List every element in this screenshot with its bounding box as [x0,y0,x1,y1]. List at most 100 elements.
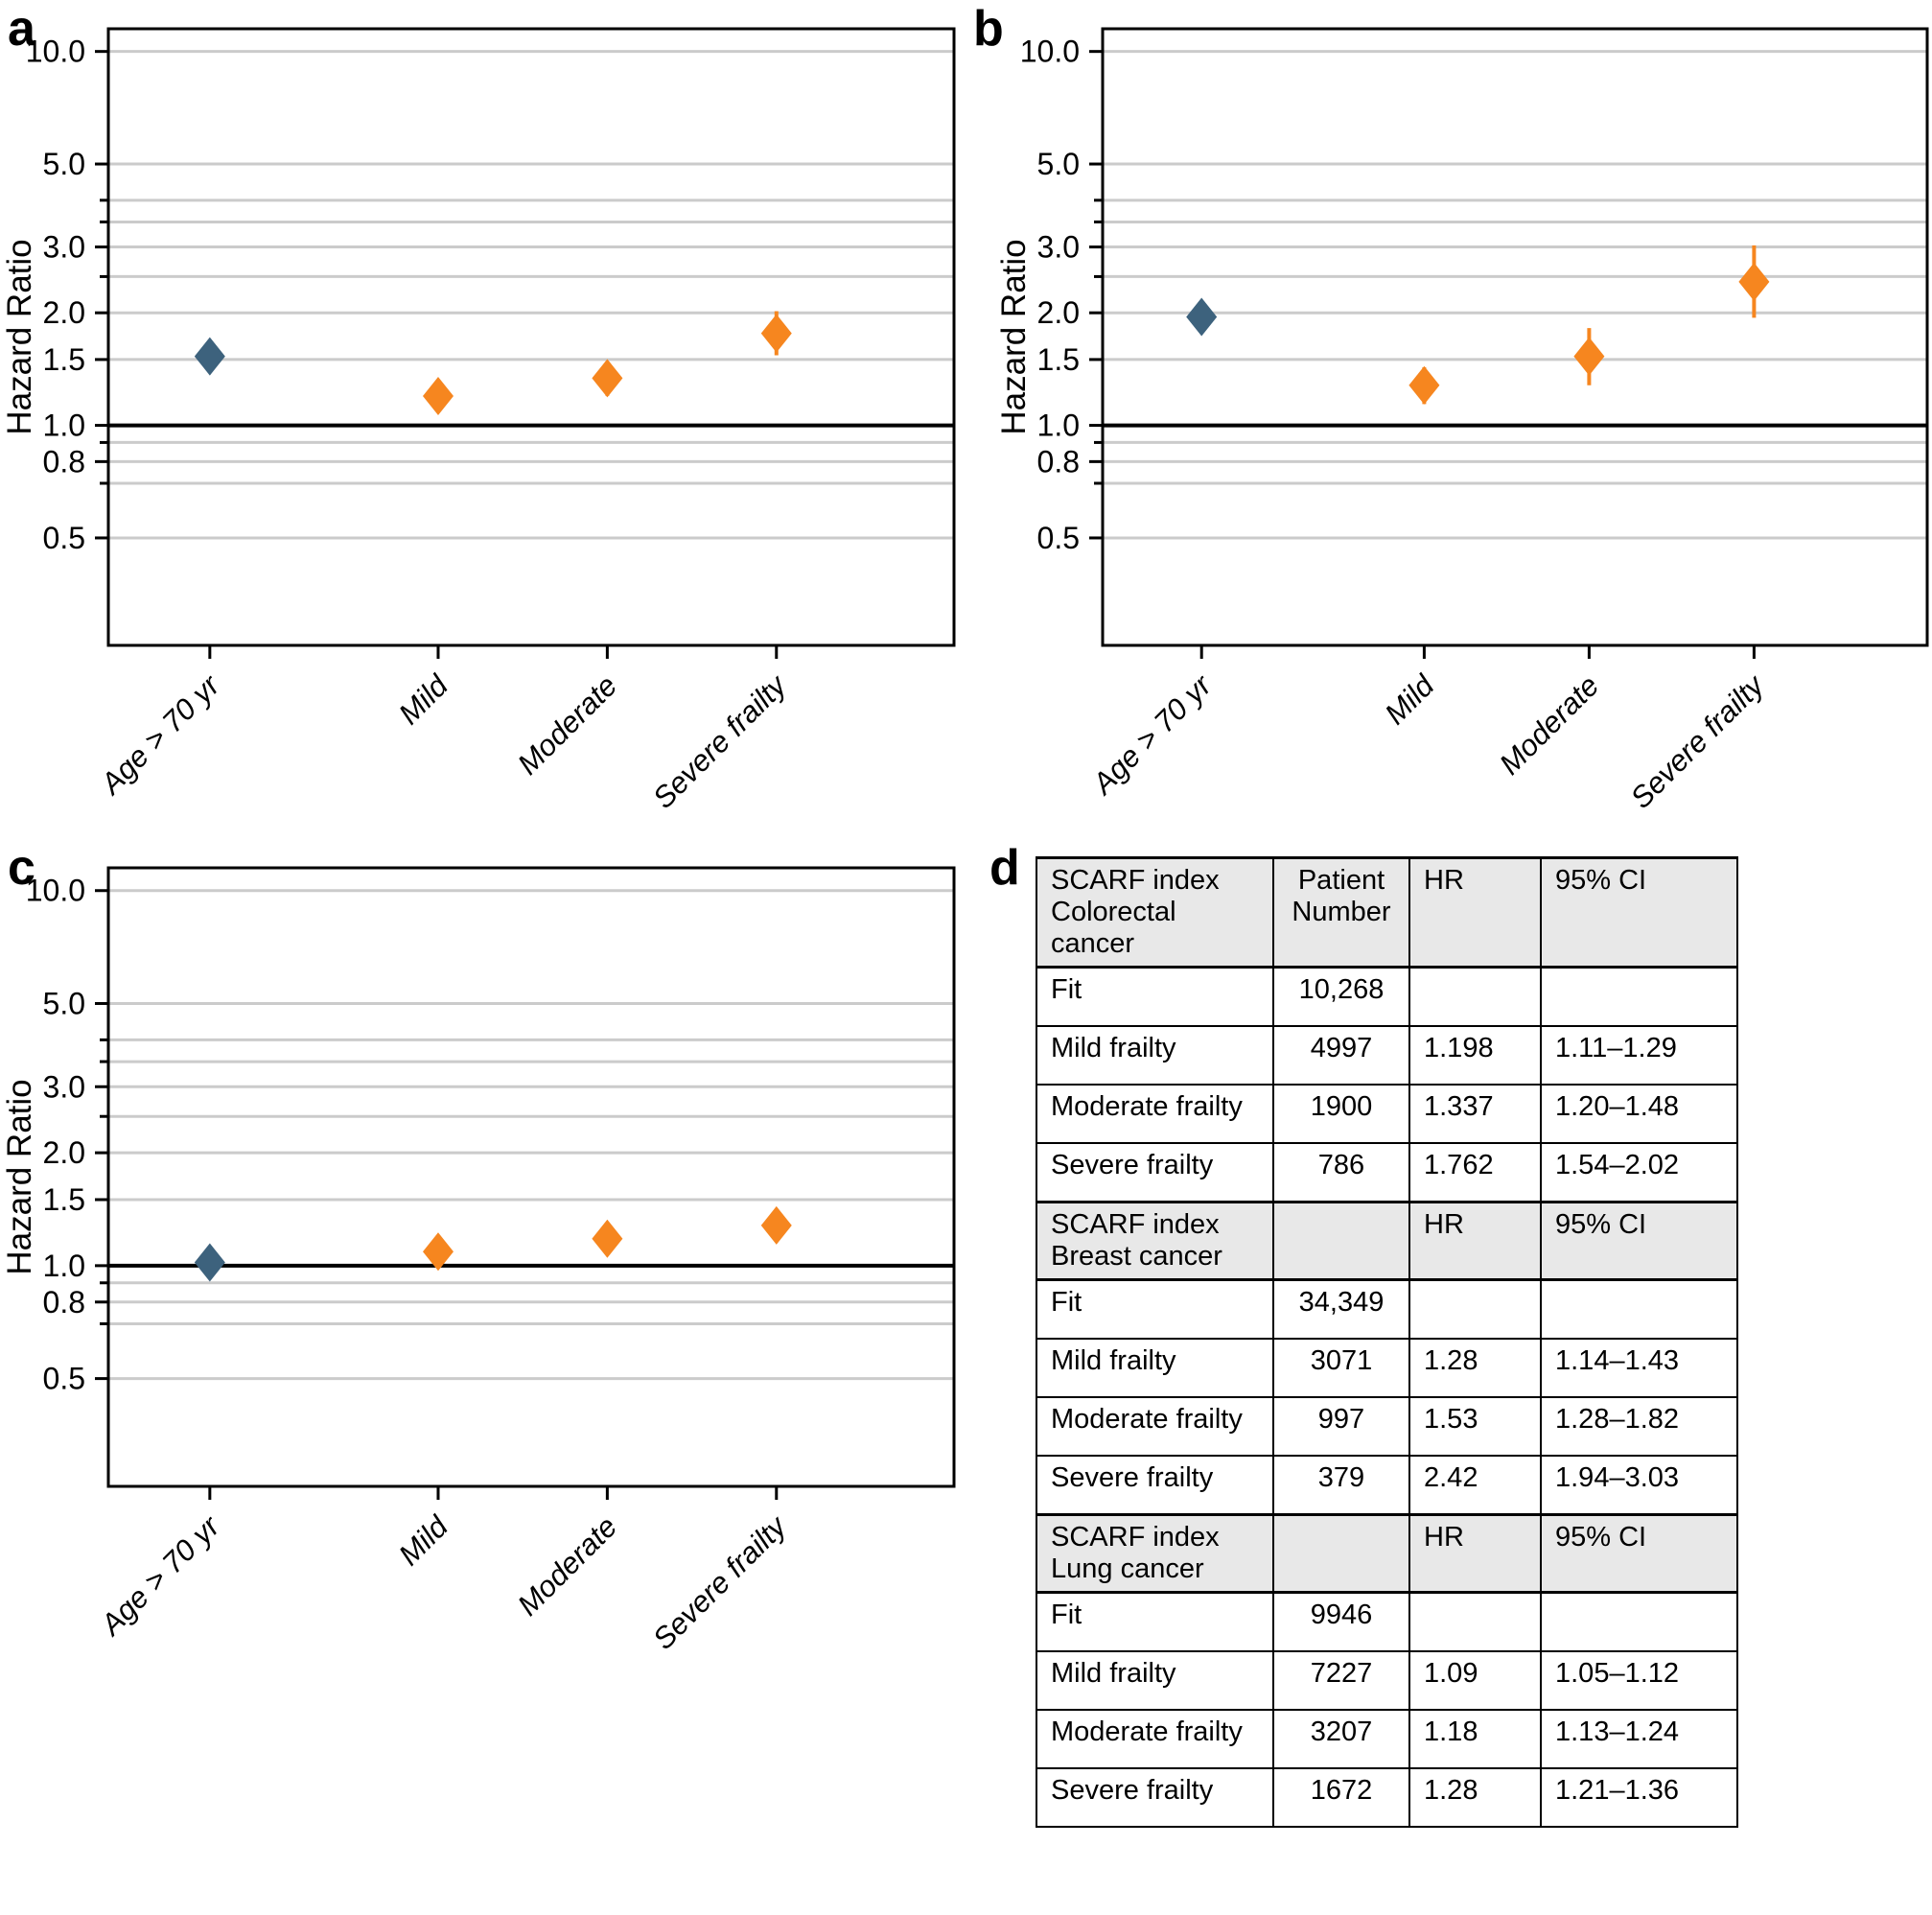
y-tick-label: 2.0 [43,295,85,330]
y-tick-label: 1.0 [1037,409,1080,443]
table-row: Fit 9946 [1036,1591,1738,1652]
table-header-cell: 95% CI [1540,856,1738,969]
table-cell: 3071 [1272,1338,1410,1398]
table-row: Fit 34,349 [1036,1278,1738,1340]
table-cell: 1900 [1272,1084,1410,1144]
y-tick-label: 1.5 [43,342,85,377]
table-cell: 1.21–1.36 [1540,1767,1738,1828]
table-header-cell [1272,1201,1410,1281]
hr-diamond-marker [194,337,225,376]
table-header-cell: SCARF index Colorectal cancer [1036,856,1274,969]
y-tick-label: 0.8 [43,444,85,479]
table-cell [1408,1278,1542,1340]
table-cell: 1672 [1272,1767,1410,1828]
y-tick-label: 10.0 [26,35,85,69]
table-cell: 2.42 [1408,1455,1542,1516]
x-category-label: Severe frailty [646,1507,794,1655]
hazard-ratio-chart-a: 10.0 5.0 3.0 2.0 1.5 1.00.8 0.5 Age > 70 yr Mild… [1,27,956,815]
x-category-label: Moderate [1493,668,1605,781]
table-cell: Severe frailty [1036,1455,1274,1516]
table-row: Fit 10,268 [1036,966,1738,1027]
hr-diamond-marker [592,1219,623,1258]
table-cell: Moderate frailty [1036,1084,1274,1144]
table-cell: 1.11–1.29 [1540,1025,1738,1086]
table-section-header-row: SCARF index Breast cancer HR 95% CI [1036,1201,1738,1281]
table-cell: 1.28 [1408,1338,1542,1398]
panel-letter-b: b [973,1,1004,57]
table-cell: 1.18 [1408,1709,1542,1769]
table-cell: Fit [1036,1278,1274,1340]
table-row: Mild frailty 7227 1.09 1.05–1.12 [1036,1650,1738,1711]
table-row: Severe frailty 1672 1.28 1.21–1.36 [1036,1767,1738,1828]
y-tick-label: 0.8 [43,1285,85,1319]
x-category-label: Mild [392,667,455,731]
table-cell: Fit [1036,1591,1274,1652]
x-category-label: Mild [1378,667,1441,731]
table-cell: 379 [1272,1455,1410,1516]
table-cell: 1.337 [1408,1084,1542,1144]
table-row: Moderate frailty 3207 1.18 1.13–1.24 [1036,1709,1738,1769]
table-cell: 1.28 [1408,1767,1542,1828]
table-header-cell: 95% CI [1540,1513,1738,1594]
table-cell: 4997 [1272,1025,1410,1086]
y-tick-label: 1.5 [43,1182,85,1217]
x-category-label: Severe frailty [1624,666,1772,814]
table-header-cell: SCARF index Breast cancer [1036,1201,1274,1281]
panel-a: a 10.0 5.0 3.0 2.0 1.5 1.0 0.8 0.5 Age > 70 yr Mi… [0,0,966,839]
y-tick-label: 5.0 [1037,147,1080,181]
panel-b: b 10.0 5.0 3.0 2.0 1.5 1.0 0.8 0.5 Age > 70 yr Mi… [966,0,1932,839]
table-row: Mild frailty 3071 1.28 1.14–1.43 [1036,1338,1738,1398]
y-tick-label: 0.5 [43,1362,85,1396]
hr-diamond-marker [422,1232,454,1272]
y-tick-label: 10.0 [1020,35,1080,69]
panel-letter-a: a [8,1,35,57]
table-header-cell: Patient Number [1272,856,1410,969]
table-cell: Mild frailty [1036,1025,1274,1086]
table-cell: 1.198 [1408,1025,1542,1086]
hr-diamond-marker [1408,365,1440,405]
table-cell: 7227 [1272,1650,1410,1711]
hazard-ratio-chart-b: 10.0 5.0 3.0 2.0 1.5 1.00.8 0.5 Age > 70 yr Mild… [995,27,1929,815]
table-cell: 1.94–3.03 [1540,1455,1738,1516]
results-table: SCARF index Colorectal cancer Patient Num… [1036,856,1738,1828]
hr-diamond-marker [194,1243,225,1282]
y-axis-title: Hazard Ratio [1,1079,38,1274]
panel-c: c 10.0 5.0 3.0 2.0 1.5 1.0 0.8 0.5 Age > 70 yr Mi… [0,839,966,1915]
table-cell: Severe frailty [1036,1767,1274,1828]
hr-diamond-marker [1186,297,1218,337]
y-tick-label: 3.0 [43,230,85,265]
y-tick-label: 0.8 [1037,444,1080,479]
table-row: Moderate frailty 997 1.53 1.28–1.82 [1036,1396,1738,1457]
y-tick-label: 1.0 [43,1249,85,1283]
hr-diamond-marker [760,314,792,353]
table-cell: 34,349 [1272,1278,1410,1340]
y-axis-title: Hazard Ratio [995,239,1033,434]
table-cell: Moderate frailty [1036,1396,1274,1457]
y-tick-label: 5.0 [43,147,85,181]
table-cell: Fit [1036,966,1274,1027]
x-category-label: Mild [392,1508,455,1572]
x-category-label: Moderate [511,668,623,781]
table-cell: 10,268 [1272,966,1410,1027]
table-cell: 1.54–2.02 [1540,1142,1738,1203]
x-category-label: Age > 70 yr [1084,667,1219,802]
y-tick-label: 5.0 [43,986,85,1020]
table-cell: Moderate frailty [1036,1709,1274,1769]
plot-frame [106,27,956,647]
x-category-label: Age > 70 yr [93,667,227,802]
y-tick-label: 3.0 [1037,230,1080,265]
table-header-cell: SCARF index Lung cancer [1036,1513,1274,1594]
table-cell [1408,966,1542,1027]
table-cell: 1.14–1.43 [1540,1338,1738,1398]
panel-letter-d: d [989,840,1020,896]
y-axis-title: Hazard Ratio [1,239,38,434]
y-tick-label: 0.5 [43,521,85,555]
x-category-label: Moderate [511,1509,623,1622]
table-header-cell: 95% CI [1540,1201,1738,1281]
hr-diamond-marker [1738,262,1770,301]
plot-frame [1101,27,1929,647]
table-cell: 3207 [1272,1709,1410,1769]
table-cell: 1.53 [1408,1396,1542,1457]
y-tick-label: 3.0 [43,1069,85,1104]
table-row: Mild frailty 4997 1.198 1.11–1.29 [1036,1025,1738,1086]
